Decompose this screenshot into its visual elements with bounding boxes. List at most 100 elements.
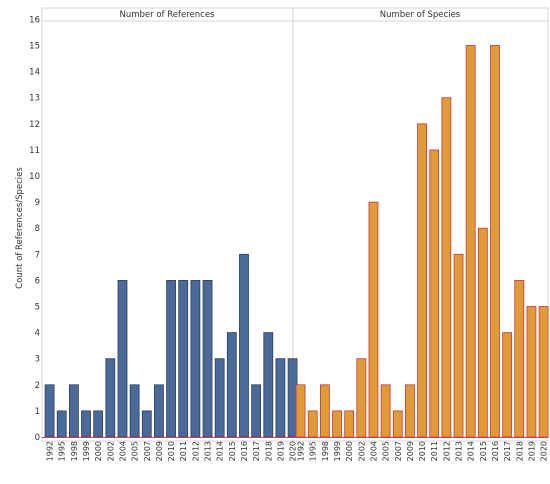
- x-tick-label: 2005: [131, 441, 140, 461]
- reference-bar-2012: [190, 279, 201, 438]
- reference-bar-2016: [239, 253, 249, 438]
- x-tick-label: 2019: [276, 441, 285, 461]
- reference-bar-2004: [117, 279, 128, 438]
- species-panel-frame: [292, 7, 549, 442]
- species-bar-2000: [344, 410, 355, 438]
- y-tick-label: 7: [35, 250, 40, 260]
- reference-bar-2009: [154, 384, 164, 438]
- reference-bar-2015: [226, 332, 237, 438]
- y-tick-label: 4: [35, 329, 40, 339]
- x-axis-labels: 1992 1995 1998 1999 2000 2002 2004 2005 2007 2009…: [46, 441, 549, 461]
- species-bar-2017: [502, 332, 513, 438]
- x-tick-label: 2010: [167, 441, 176, 461]
- reference-bar-2013: [202, 279, 213, 438]
- reference-bar-2007: [141, 410, 152, 438]
- x-tick-label: 2012: [191, 441, 200, 461]
- species-bar-2011: [429, 149, 440, 438]
- species-bar-2019: [526, 306, 537, 438]
- x-tick-label: 2011: [179, 441, 188, 461]
- species-bar-2009: [405, 384, 415, 438]
- reference-bar-2019: [275, 358, 286, 438]
- panel-frames: [41, 7, 549, 442]
- reference-bar-1998: [68, 384, 79, 438]
- x-tick-label: 1998: [70, 441, 79, 461]
- x-tick-label: 1995: [58, 441, 67, 461]
- y-axis-label: Count of References/Species: [15, 167, 25, 289]
- species-bar-2013: [453, 253, 464, 438]
- x-tick-label: 2016: [491, 441, 500, 461]
- references-bars: [44, 253, 298, 438]
- x-tick-label: 2014: [467, 441, 476, 461]
- reference-bar-2002: [105, 358, 116, 438]
- x-tick-label: 2002: [357, 441, 366, 461]
- reference-bar-1995: [56, 410, 67, 438]
- y-tick-label: 3: [35, 355, 40, 365]
- species-bar-2014: [465, 45, 476, 438]
- reference-bar-2010: [166, 279, 176, 438]
- x-tick-label: 2020: [540, 441, 549, 461]
- species-bar-2020: [538, 306, 549, 438]
- x-tick-label: 2014: [216, 441, 225, 461]
- x-tick-label: 2004: [369, 441, 378, 461]
- species-bar-2018: [514, 279, 525, 438]
- x-tick-label: 2012: [442, 441, 451, 461]
- species-bar-2007: [392, 410, 403, 438]
- reference-bar-2005: [129, 384, 140, 438]
- species-bar-2015: [477, 227, 488, 438]
- reference-bar-2017: [251, 384, 262, 438]
- x-tick-label: 1999: [333, 441, 342, 461]
- y-tick-label: 12: [29, 120, 40, 130]
- x-tick-label: 1995: [309, 441, 318, 461]
- x-tick-label: 2005: [382, 441, 391, 461]
- x-tick-label: 2004: [118, 441, 127, 461]
- y-tick-label: 14: [29, 68, 40, 78]
- x-tick-label: 1992: [46, 441, 55, 461]
- species-bar-2012: [441, 97, 452, 438]
- x-tick-label: 1992: [297, 441, 306, 461]
- y-tick-label: 0: [35, 433, 40, 443]
- y-tick-label: 6: [35, 276, 40, 286]
- species-bar-2010: [417, 123, 427, 438]
- x-tick-label: 2015: [479, 441, 488, 461]
- species-bar-2016: [490, 45, 500, 438]
- y-tick-label: 15: [29, 42, 40, 52]
- y-tick-label: 16: [29, 15, 40, 25]
- y-tick-label: 9: [35, 198, 40, 208]
- species-bar-1999: [332, 410, 342, 438]
- reference-bar-1999: [81, 410, 91, 438]
- reference-bar-2018: [263, 332, 274, 438]
- x-tick-label: 1998: [321, 441, 330, 461]
- x-tick-label: 2002: [106, 441, 115, 461]
- y-tick-label: 11: [29, 146, 40, 156]
- reference-bar-2011: [178, 279, 189, 438]
- y-tick-label: 8: [35, 224, 40, 234]
- species-panel-title: Number of Species: [380, 10, 461, 20]
- species-bar-1998: [319, 384, 330, 438]
- x-tick-label: 2007: [394, 441, 403, 461]
- y-tick-label: 1: [35, 407, 40, 417]
- x-tick-label: 2011: [430, 441, 439, 461]
- x-tick-label: 2007: [143, 441, 152, 461]
- x-tick-label: 2010: [418, 441, 427, 461]
- y-tick-label: 13: [29, 94, 40, 104]
- x-tick-label: 2016: [240, 441, 249, 461]
- x-tick-label: 2000: [94, 441, 103, 461]
- species-bar-2002: [356, 358, 367, 438]
- x-tick-label: 2009: [406, 441, 415, 461]
- references-panel-title: Number of References: [120, 10, 216, 20]
- species-bar-1992: [295, 384, 306, 438]
- x-tick-label: 2020: [289, 441, 298, 461]
- x-tick-label: 2000: [345, 441, 354, 461]
- y-tick-label: 10: [29, 172, 40, 182]
- species-bars: [295, 45, 549, 438]
- x-tick-label: 2017: [252, 441, 261, 461]
- x-tick-label: 2017: [503, 441, 512, 461]
- species-bar-2004: [368, 201, 379, 438]
- x-tick-label: 2013: [455, 441, 464, 461]
- reference-bar-1992: [44, 384, 55, 438]
- x-tick-label: 2009: [155, 441, 164, 461]
- y-tick-label: 5: [35, 303, 40, 313]
- reference-bar-2014: [214, 358, 225, 438]
